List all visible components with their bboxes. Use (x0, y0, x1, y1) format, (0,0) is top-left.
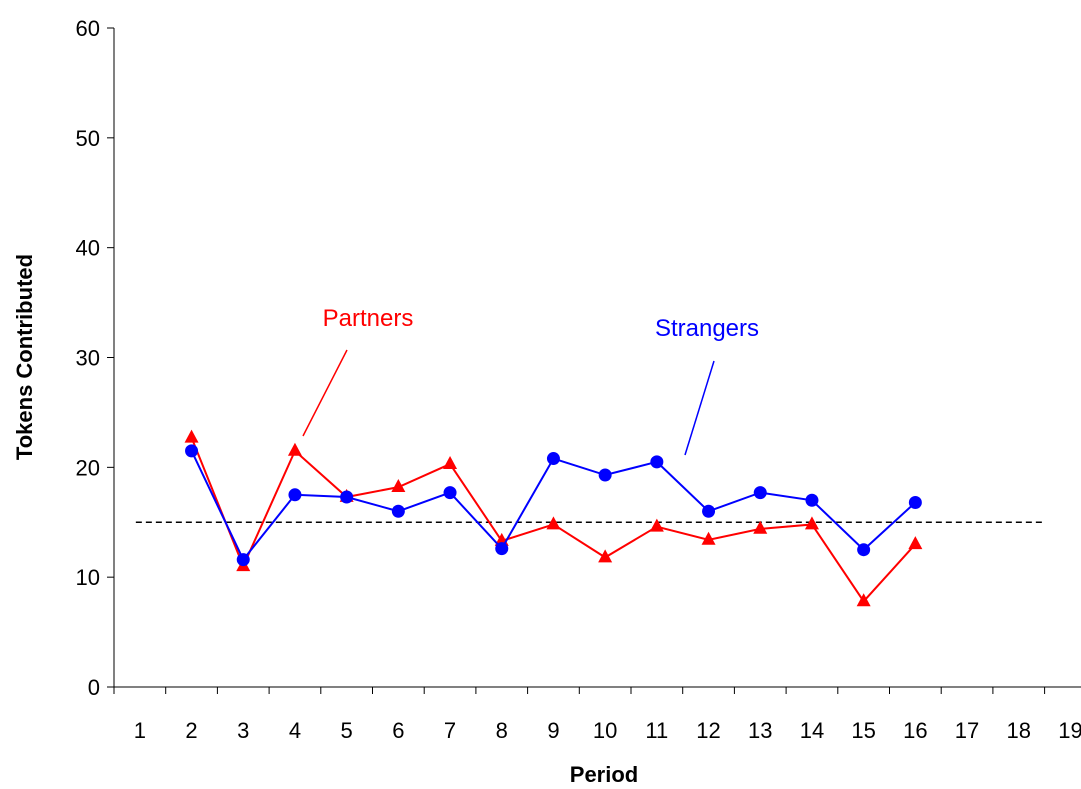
y-tick-label: 30 (76, 346, 100, 371)
x-tick-label: 12 (696, 718, 720, 743)
x-tick-label: 1 (134, 718, 146, 743)
partners-point (856, 593, 871, 607)
strangers-point (805, 493, 819, 507)
y-tick-label: 50 (76, 126, 100, 151)
x-tick-label: 6 (392, 718, 404, 743)
x-tick-label: 16 (903, 718, 927, 743)
series-group (184, 429, 923, 607)
x-axis-title: Period (570, 762, 638, 787)
x-tick-label: 10 (593, 718, 617, 743)
x-tick-label: 14 (800, 718, 824, 743)
x-tick-label: 9 (547, 718, 559, 743)
partners-point (908, 536, 923, 550)
y-tick-label: 20 (76, 455, 100, 480)
y-tick-label: 60 (76, 16, 100, 41)
x-tick-label: 8 (496, 718, 508, 743)
strangers-point (702, 504, 716, 518)
strangers-point (598, 468, 612, 482)
x-tick-label: 2 (185, 718, 197, 743)
partners-point (287, 442, 302, 456)
partners-point (598, 549, 613, 563)
partners-point (649, 518, 664, 532)
x-tick-label: 3 (237, 718, 249, 743)
partners-annotation-pointer (302, 349, 348, 437)
strangers-point (340, 490, 354, 504)
partners-point (391, 479, 406, 493)
x-tick-label: 17 (955, 718, 979, 743)
x-tick-label: 19 (1058, 718, 1081, 743)
partners-annotation-label: Partners (323, 305, 414, 332)
strangers-point (391, 504, 405, 518)
x-tick-label: 15 (851, 718, 875, 743)
y-axis-title: Tokens Contributed (12, 254, 37, 460)
strangers-point (495, 542, 509, 556)
strangers-point (546, 452, 560, 466)
y-tick-label: 0 (88, 675, 100, 700)
strangers-point (443, 486, 457, 500)
x-tick-label: 5 (341, 718, 353, 743)
partners-point (546, 516, 561, 530)
x-tick-label: 11 (645, 718, 668, 743)
x-tick-label: 13 (748, 718, 772, 743)
strangers-point (908, 495, 922, 509)
x-tick-label: 7 (444, 718, 456, 743)
partners-point (701, 531, 716, 545)
partners-point (753, 520, 768, 534)
y-tick-label: 10 (76, 565, 100, 590)
y-tick-label: 40 (76, 236, 100, 261)
strangers-point (288, 488, 302, 502)
partners-point (804, 516, 819, 530)
strangers-annotation-pointer (684, 360, 715, 456)
strangers-point (236, 553, 250, 567)
strangers-series-line (190, 450, 917, 562)
partners-point (443, 455, 458, 469)
strangers-annotation-label: Strangers (655, 315, 759, 342)
partners-point (184, 429, 199, 443)
labels-group: Partners Strangers (302, 305, 759, 456)
strangers-point (185, 444, 199, 458)
strangers-point (650, 455, 664, 469)
x-tick-label: 4 (289, 718, 301, 743)
x-tick-label: 18 (1007, 718, 1031, 743)
strangers-point (753, 486, 767, 500)
strangers-point (857, 543, 871, 557)
